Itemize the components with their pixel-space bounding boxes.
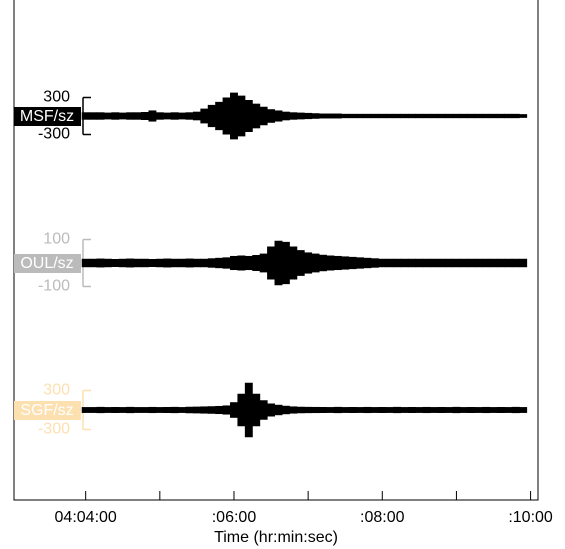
x-axis-title: Time (hr:min:sec) [214, 529, 338, 546]
station-label: OUL/sz [20, 255, 73, 272]
station-label-bg [14, 254, 81, 273]
plot-frame [13, 0, 539, 501]
station-label: SGF/sz [20, 402, 73, 419]
y-tick-label: -100 [38, 278, 70, 295]
x-tick-label: 04:04:00 [55, 509, 117, 526]
station-label-bg [14, 401, 81, 420]
y-tick-label: 100 [43, 231, 70, 248]
x-tick-label: :08:00 [360, 509, 405, 526]
y-tick-label: 300 [43, 382, 70, 399]
y-tick-label: -300 [38, 421, 70, 438]
station-label: MSF/sz [20, 108, 74, 125]
y-tick-label: 300 [43, 89, 70, 106]
x-tick-label: :06:00 [212, 509, 257, 526]
x-tick-label: :10:00 [508, 509, 553, 526]
station-label-bg [14, 107, 81, 126]
y-tick-label: -300 [38, 126, 70, 143]
